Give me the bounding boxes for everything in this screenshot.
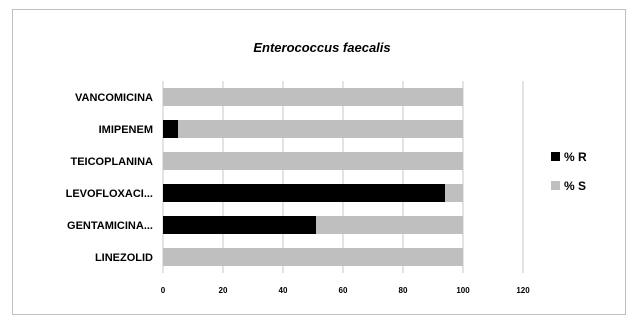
chart-svg: Enterococcus faecalis VANCOMICINA IMIPENE… — [66, 40, 587, 295]
bar-r-4 — [163, 216, 316, 234]
bar-s-4 — [316, 216, 463, 234]
legend: % R % S — [551, 150, 587, 193]
x-tick-label-120: 120 — [516, 286, 530, 295]
bar-r-3 — [163, 184, 445, 202]
category-label-1: IMIPENEM — [99, 124, 153, 136]
bar-s-3 — [445, 184, 463, 202]
x-tick-label-20: 20 — [219, 286, 228, 295]
legend-label-1: % S — [564, 179, 586, 193]
bar-s-2 — [163, 152, 463, 170]
x-tick-label-0: 0 — [161, 286, 166, 295]
bar-s-1 — [178, 120, 463, 138]
x-tick-label-40: 40 — [279, 286, 288, 295]
category-label-3: LEVOFLOXACI... — [66, 188, 153, 200]
chart-title: Enterococcus faecalis — [253, 40, 390, 55]
bars — [163, 88, 463, 266]
legend-swatch-1 — [551, 181, 560, 190]
x-tick-label-100: 100 — [456, 286, 470, 295]
category-label-4: GENTAMICINA... — [67, 220, 153, 232]
legend-swatch-0 — [551, 152, 560, 161]
x-tick-labels: 0 20 40 60 80 100 120 — [161, 286, 530, 295]
legend-label-0: % R — [564, 150, 587, 164]
chart-frame: Enterococcus faecalis VANCOMICINA IMIPENE… — [12, 9, 626, 315]
gridlines — [162, 81, 524, 273]
category-label-5: LINEZOLID — [95, 252, 153, 264]
bar-r-1 — [163, 120, 178, 138]
category-labels: VANCOMICINA IMIPENEM TEICOPLANINA LEVOFLOXA… — [66, 92, 153, 264]
category-label-0: VANCOMICINA — [75, 92, 153, 104]
x-tick-label-80: 80 — [399, 286, 408, 295]
bar-s-0 — [163, 88, 463, 106]
x-tick-label-60: 60 — [339, 286, 348, 295]
bar-s-5 — [163, 248, 463, 266]
category-label-2: TEICOPLANINA — [71, 156, 154, 168]
